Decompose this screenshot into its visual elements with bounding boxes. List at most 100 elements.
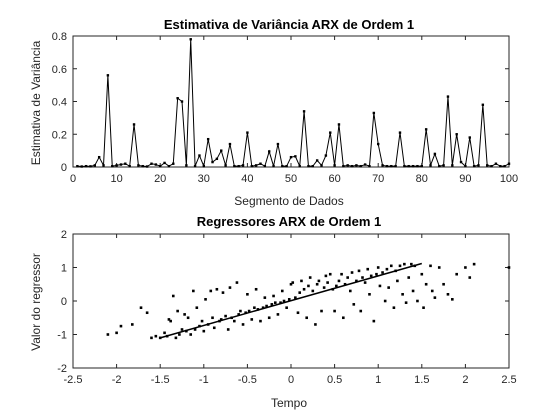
variance-point [394,164,397,168]
regressor-point [235,281,239,284]
variance-point [446,95,450,98]
regressor-point [212,326,216,330]
regressor-point [167,318,171,321]
regressor-point [291,281,295,284]
variance-point [276,142,280,146]
variance-point [324,154,328,157]
regressor-point [385,267,389,271]
regressor-point [193,328,197,331]
regressor-point [285,306,288,309]
regressor-point [320,309,323,313]
variance-point [215,157,219,161]
regressor-point [324,274,328,278]
regressor-point [314,323,317,326]
regressor-point [305,316,308,320]
regressor-point [311,289,315,293]
variance-point [106,74,110,77]
regressor-point [195,306,199,309]
regressor-point [403,262,406,266]
regressor-point [158,336,162,340]
regressor-point [150,336,153,340]
regressor-plot-xtick-label: 0 [288,374,294,386]
regressor-plot: Regressores ARX de Ordem 1 Valor do regr… [29,214,517,410]
regressor-point [259,319,262,323]
variance-point [372,111,376,115]
variance-point [228,142,232,146]
variance-point [176,97,179,100]
variance-point [241,164,245,167]
regressor-point [322,286,326,289]
variance-point [355,164,358,167]
variance-point [359,164,362,168]
regressor-point [244,311,247,315]
variance-plot-xticks: 0 10 20 30 40 50 60 70 80 90 100 [70,36,518,185]
regressor-plot-xticks: -2.5 -2 -1.5 -1 -0.5 0 0.5 1 1.5 2 2.5 [64,234,517,386]
regressor-point [218,319,221,323]
regressor-point [342,316,345,320]
regressor-point [165,334,169,338]
variance-point [390,164,393,168]
regressor-trend [159,262,423,339]
regressor-point [307,284,310,288]
regressor-point [455,272,458,276]
regressor-points [106,262,511,340]
regressor-point [446,293,450,296]
regressor-point [420,272,424,276]
variance-plot-yticks: 0 0.2 0.4 0.6 0.8 [52,31,509,174]
variance-point [451,164,454,167]
regressor-point [411,289,415,293]
variance-plot: Estimativa de Variância ARX de Ordem 1 E… [29,17,518,208]
regressor-point [376,266,380,269]
regressor-point [368,293,371,296]
regressor-point [280,289,284,293]
regressor-point [282,299,286,303]
regressor-point [241,323,245,326]
regressor-point [507,266,511,269]
regressor-point [178,333,181,336]
regressor-plot-ylabel: Valor do regressor [29,253,43,351]
regressor-plot-xtick-label: 2 [462,374,468,386]
variance-point [337,123,341,126]
regressor-point [383,299,387,303]
variance-point [76,164,79,168]
regressor-point [366,267,370,271]
regressor-point [464,266,467,269]
regressor-point [119,324,123,328]
variance-point [89,165,92,168]
regressor-trend-line [159,262,423,339]
regressor-point [302,287,306,291]
variance-point [220,149,223,152]
variance-plot-ytick-label: 0.2 [52,129,67,141]
regressor-point [276,313,280,316]
regressor-point [381,271,384,274]
variance-point [433,152,437,156]
regressor-point [287,298,291,301]
regressor-plot-xtick-label: -1.5 [151,374,170,386]
variance-point [342,164,345,168]
variance-point [333,164,336,167]
variance-point [368,164,371,168]
regressor-point [361,276,364,279]
regressor-point [422,306,425,309]
regressor-point [209,289,213,293]
variance-point [429,164,432,167]
regressor-point [154,334,158,338]
regressor-point [221,291,225,294]
regressor-point [239,309,242,313]
variance-plot-ytick-label: 0 [61,162,67,174]
regressor-point [267,316,271,320]
variance-plot-ytick-label: 0.4 [52,97,67,109]
regressor-point [375,272,378,276]
regressor-point [130,323,134,326]
variance-point [272,164,275,168]
regressor-point [404,301,408,304]
variance-point [481,103,485,106]
regressor-point [115,331,118,335]
variance-point [189,38,192,41]
variance-point [377,142,380,146]
variance-point [172,162,175,165]
variance-point [329,131,332,134]
variance-point [132,123,136,126]
regressor-point [224,314,227,318]
variance-plot-axes-box [72,35,510,168]
